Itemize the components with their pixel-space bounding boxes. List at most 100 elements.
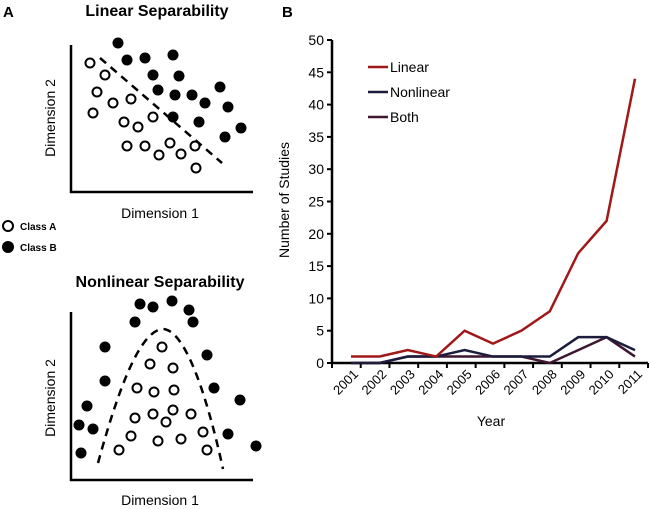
y-tick-label: 10	[308, 290, 324, 306]
class-b-point	[219, 131, 231, 143]
class-b-point	[147, 301, 159, 313]
class-b-point	[235, 122, 247, 134]
class-a-point	[197, 426, 209, 438]
class-a-point	[152, 435, 164, 447]
class-b-point	[73, 419, 85, 431]
class-b-point	[186, 89, 198, 101]
y-tick-label: 50	[308, 32, 324, 48]
class-legend: Class A Class B	[2, 220, 57, 254]
y-tick-label: 45	[308, 64, 324, 80]
class-a-point	[175, 433, 187, 445]
class-a-point	[125, 93, 137, 105]
y-tick-label: 5	[316, 323, 324, 339]
class-a-point	[132, 121, 144, 133]
y-tick-label: 40	[308, 97, 324, 113]
class-b-point	[208, 382, 220, 394]
linear-xlabel: Dimension 1	[121, 205, 199, 221]
class-b-point	[193, 116, 205, 128]
class-a-point	[148, 386, 160, 398]
nonlinear-title: Nonlinear Separability	[76, 274, 245, 291]
class-b-point	[183, 304, 195, 316]
y-tick-label: 15	[308, 258, 324, 274]
class-b-point	[121, 54, 133, 66]
class-b-point	[169, 89, 181, 101]
class-b-point	[112, 37, 124, 49]
x-tick-label: 2001	[330, 367, 361, 398]
class-b-point	[167, 111, 179, 123]
panel-a-label: A	[3, 4, 14, 21]
class-a-point	[113, 444, 125, 456]
class-b-point	[214, 81, 226, 93]
class-a-point	[144, 358, 156, 370]
class-a-label: Class A	[20, 222, 56, 233]
linear-axes	[69, 45, 253, 194]
class-a-point	[139, 140, 151, 152]
class-b-point	[166, 295, 178, 307]
line-chart: 0 5 10 15 20 25 30 35 40 45 50 20012002200320042005…	[308, 32, 649, 398]
class-b-point	[129, 316, 141, 328]
x-tick-label: 2005	[444, 367, 475, 398]
y-tick-label: 30	[308, 161, 324, 177]
class-a-point	[147, 408, 159, 420]
series-line-linear	[351, 78, 637, 358]
x-tick-label: 2008	[529, 367, 560, 398]
nonlinear-ylabel: Dimension 2	[42, 359, 58, 437]
linear-boundary	[99, 57, 223, 164]
class-a-point	[189, 140, 201, 152]
class-b-point	[152, 84, 164, 96]
class-b-point	[139, 52, 151, 64]
y-tick-label: 0	[316, 355, 324, 371]
class-a-point	[168, 384, 180, 396]
class-b-point	[222, 428, 234, 440]
class-a-point	[91, 86, 103, 98]
y-tick-label: 20	[308, 226, 324, 242]
linear-points	[84, 37, 247, 174]
x-tick-label: 2004	[415, 367, 446, 398]
class-b-point	[173, 70, 185, 82]
class-b-point	[81, 400, 93, 412]
class-a-point	[84, 57, 96, 69]
class-a-point	[175, 148, 187, 160]
class-b-point	[250, 440, 262, 452]
class-b-point	[222, 101, 234, 113]
class-b-label: Class B	[20, 243, 57, 254]
class-a-point	[87, 107, 99, 119]
x-tick-label: 2007	[500, 367, 531, 398]
class-a-point	[153, 149, 165, 161]
class-a-point	[201, 444, 213, 456]
class-b-point	[87, 423, 99, 435]
class-a-point	[121, 140, 133, 152]
class-b-point	[234, 394, 246, 406]
nonlinear-xlabel: Dimension 1	[121, 492, 199, 508]
class-a-point	[164, 137, 176, 149]
y-axis-title: Number of Studies	[276, 142, 292, 258]
x-tick-label: 2002	[358, 367, 389, 398]
legend-label: Nonlinear	[390, 84, 450, 100]
class-a-point	[160, 416, 172, 428]
class-a-point	[167, 362, 179, 374]
class-a-point	[131, 382, 143, 394]
series-line-nonlinear	[351, 335, 636, 365]
class-b-point	[147, 69, 159, 81]
class-b-point	[99, 375, 111, 387]
class-a-point	[107, 97, 119, 109]
class-a-point	[99, 69, 111, 81]
class-b-point	[99, 341, 111, 353]
class-b-point	[187, 316, 199, 328]
class-b-point	[75, 447, 87, 459]
nonlinear-axes	[69, 312, 253, 482]
legend-label: Linear	[390, 59, 429, 75]
legend-label: Both	[390, 109, 419, 125]
linear-title: Linear Separability	[85, 3, 228, 20]
class-b-point	[167, 49, 179, 61]
y-tick-label: 25	[308, 194, 324, 210]
x-axis-title: Year	[477, 413, 506, 429]
panel-b-label: B	[282, 4, 293, 21]
class-a-point	[125, 430, 137, 442]
nonlinear-points	[73, 295, 262, 459]
class-b-marker	[2, 241, 14, 253]
x-tick-label: 2010	[586, 367, 617, 398]
class-a-point	[185, 408, 197, 420]
class-b-point	[201, 349, 213, 361]
